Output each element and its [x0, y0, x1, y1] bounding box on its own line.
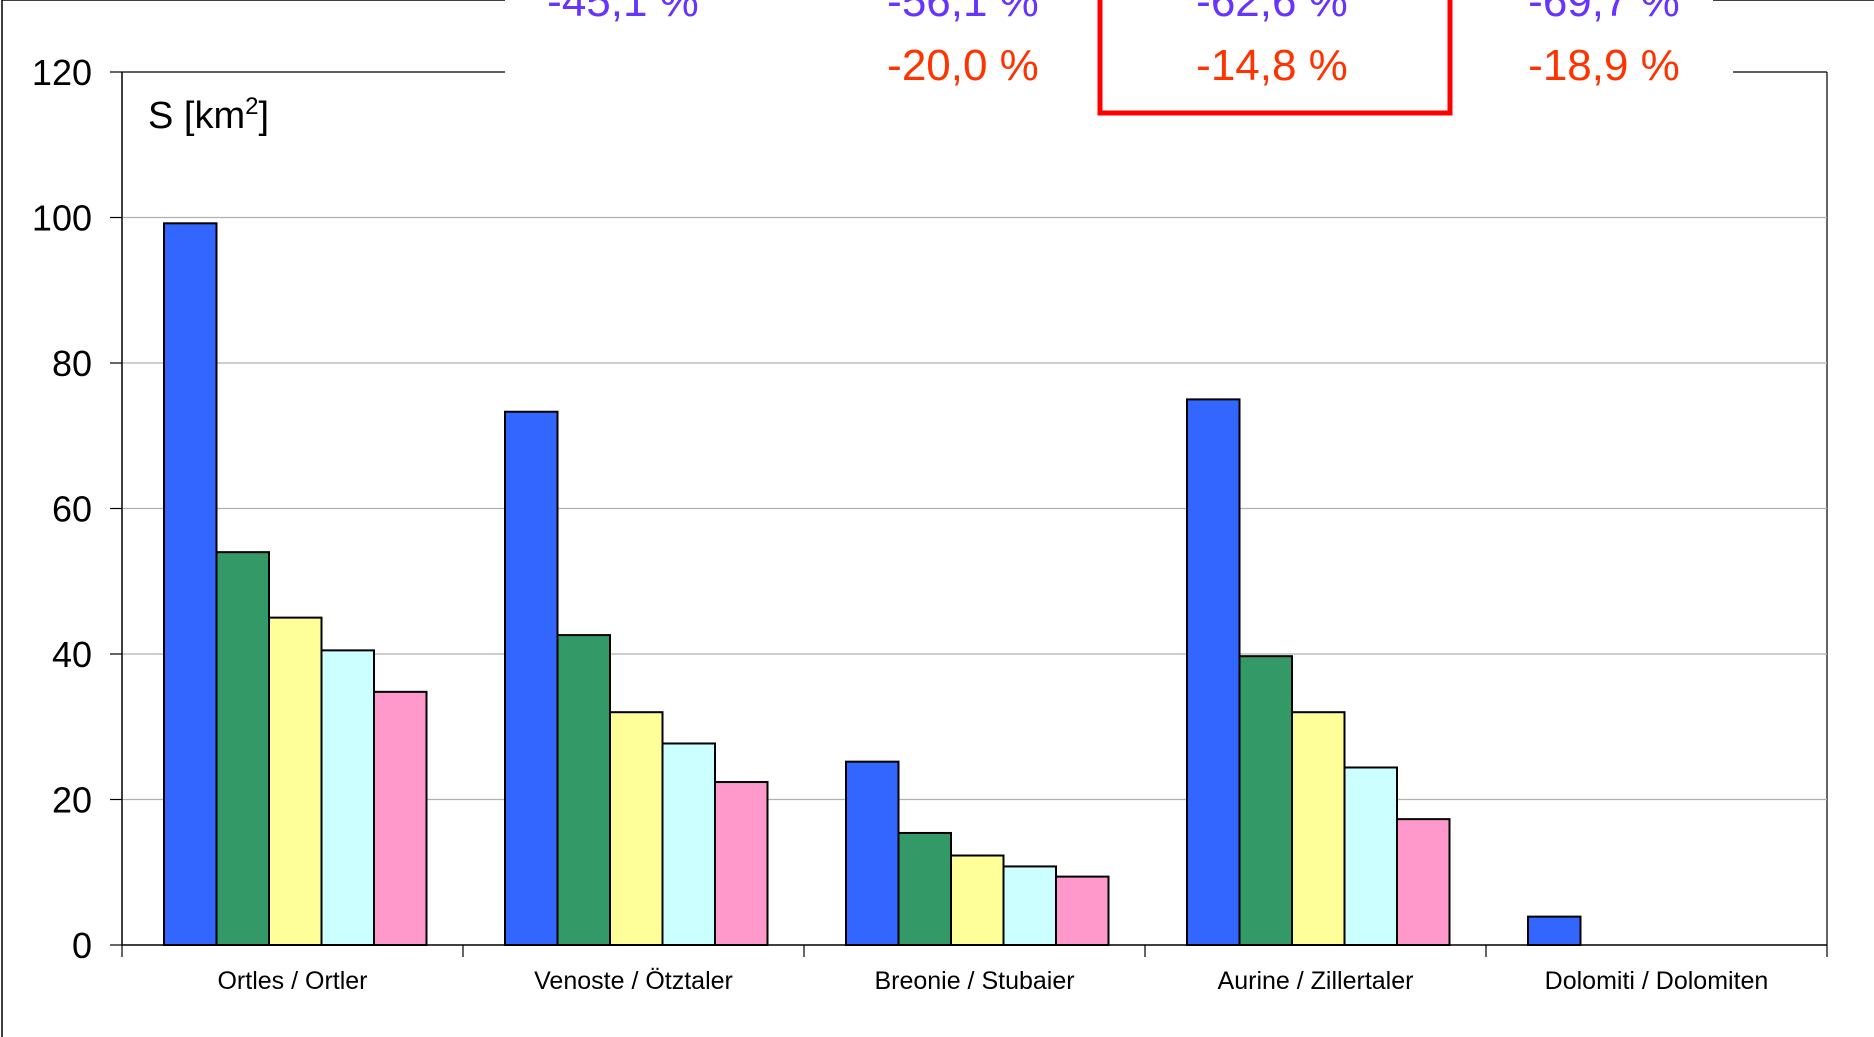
- percent-change-label: -20,0 %: [887, 41, 1039, 90]
- x-category-label: Venoste / Ötztaler: [534, 967, 733, 995]
- bar: [1002, 865, 1057, 946]
- axes: [110, 71, 1828, 957]
- bar: [1291, 711, 1346, 947]
- y-tick-label: 40: [52, 634, 92, 675]
- bar: [609, 711, 664, 947]
- bar: [714, 781, 769, 946]
- annotation-band: [505, 0, 1713, 85]
- y-tick-label: 20: [52, 780, 92, 821]
- y-tick-label: 80: [52, 343, 92, 384]
- bar: [163, 222, 218, 946]
- percent-change-label: -45,1 %: [547, 0, 699, 26]
- bar: [1396, 818, 1451, 947]
- percent-change-label: -56,1 %: [887, 0, 1039, 26]
- x-category-label: Aurine / Zillertaler: [1218, 967, 1414, 995]
- y-unit-label: S [km2]: [148, 93, 269, 137]
- bars: [163, 222, 1582, 947]
- bar: [1527, 915, 1582, 947]
- bar: [1055, 875, 1110, 946]
- bar: [845, 760, 900, 946]
- bar: [556, 634, 611, 947]
- percent-change-label: -69,7 %: [1528, 0, 1680, 26]
- bar: [1343, 766, 1398, 946]
- x-category-label: Ortles / Ortler: [217, 967, 367, 995]
- percent-change-label: -14,8 %: [1196, 41, 1348, 90]
- unit-superscript: 2: [245, 93, 258, 120]
- percent-change-label: -18,9 %: [1528, 41, 1680, 90]
- y-tick-label: 120: [32, 52, 92, 93]
- x-category-label: Breonie / Stubaier: [874, 967, 1074, 995]
- bar: [320, 649, 375, 946]
- bar: [897, 831, 952, 947]
- bar: [1238, 655, 1293, 946]
- percent-annotations: -45,1 % -56,1 % -62,6 % -69,7 % -20,0 % -14,8…: [547, 0, 1680, 90]
- axis-labels: 0 20 40 60 80 100 120 Ortles / Ortler Venoste / …: [32, 52, 1768, 995]
- bar: [1186, 398, 1241, 946]
- bar: [504, 410, 559, 946]
- bar: [268, 616, 323, 946]
- bar: [215, 551, 270, 947]
- y-tick-label: 0: [72, 925, 92, 966]
- x-category-label: Dolomiti / Dolomiten: [1545, 967, 1769, 995]
- bar: [950, 854, 1005, 947]
- highlight-box: [1097, 0, 1453, 116]
- y-tick-label: 100: [32, 198, 92, 239]
- bar: [661, 742, 716, 946]
- y-tick-label: 60: [52, 489, 92, 530]
- bar: [373, 690, 428, 947]
- percent-change-label: -62,6 %: [1196, 0, 1348, 26]
